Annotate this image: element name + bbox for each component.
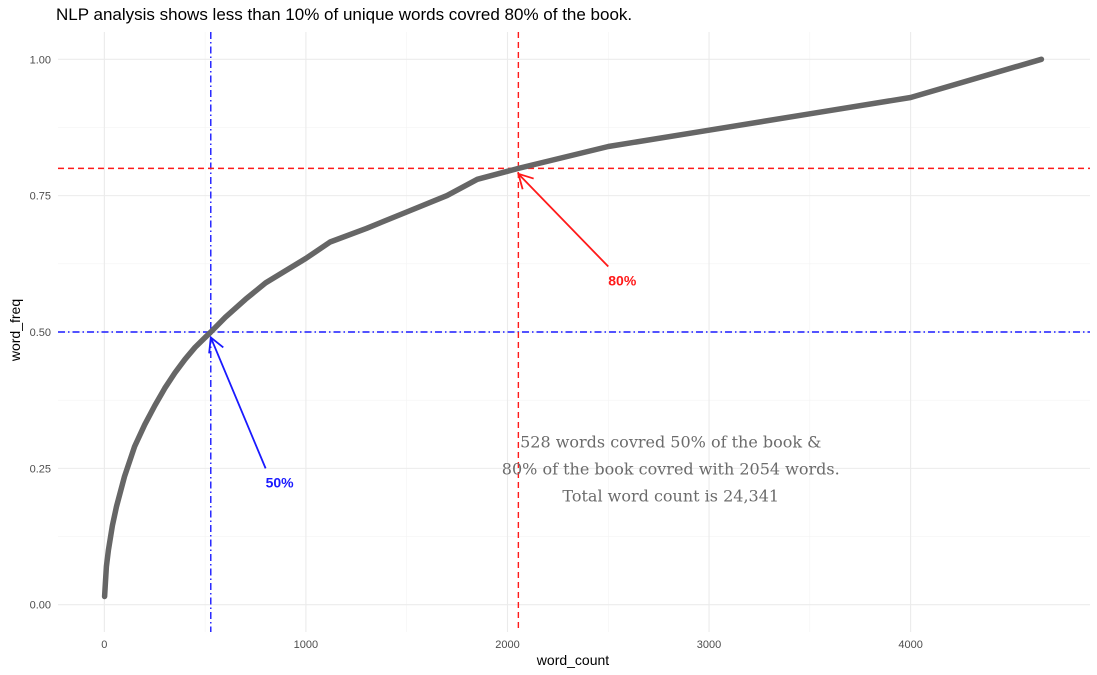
annotation-line: 528 words covred 50% of the book & xyxy=(520,432,821,451)
x-tick-label: 3000 xyxy=(697,639,721,651)
y-tick-label: 1.00 xyxy=(30,54,51,66)
x-tick-label: 4000 xyxy=(898,639,922,651)
chart-title: NLP analysis shows less than 10% of uniq… xyxy=(56,5,632,24)
arrow-label: 80% xyxy=(608,273,637,289)
y-axis-label: word_freq xyxy=(7,299,23,362)
x-tick-label: 2000 xyxy=(495,639,519,651)
x-tick-label: 1000 xyxy=(294,639,318,651)
arrow-layer: 50% 80% xyxy=(208,172,637,490)
y-tick-label: 0.75 xyxy=(30,191,51,203)
annotation-line: 80% of the book covred with 2054 words. xyxy=(502,459,840,478)
arrow-shaft xyxy=(517,173,609,268)
annotation-block: 528 words covred 50% of the book & 80% of… xyxy=(502,432,840,505)
cumulative-word-freq-line xyxy=(101,56,1045,600)
minor-gridlines xyxy=(58,32,1090,632)
y-tick-label: 0.50 xyxy=(30,327,51,339)
y-tick-labels: 0.00 0.25 0.50 0.75 1.00 xyxy=(30,54,51,611)
arrow-shaft xyxy=(209,337,267,469)
x-axis-label: word_count xyxy=(536,652,609,668)
y-tick-label: 0.25 xyxy=(30,463,51,475)
arrow-label: 50% xyxy=(266,474,295,490)
x-tick-labels: 0 1000 2000 3000 4000 xyxy=(101,639,923,651)
arrow-head xyxy=(208,335,224,354)
annotation-line: Total word count is 24,341 xyxy=(562,486,779,505)
x-tick-label: 0 xyxy=(101,639,107,651)
arrow-head xyxy=(517,172,534,190)
y-tick-label: 0.00 xyxy=(30,600,51,612)
series-layer xyxy=(101,56,1045,600)
